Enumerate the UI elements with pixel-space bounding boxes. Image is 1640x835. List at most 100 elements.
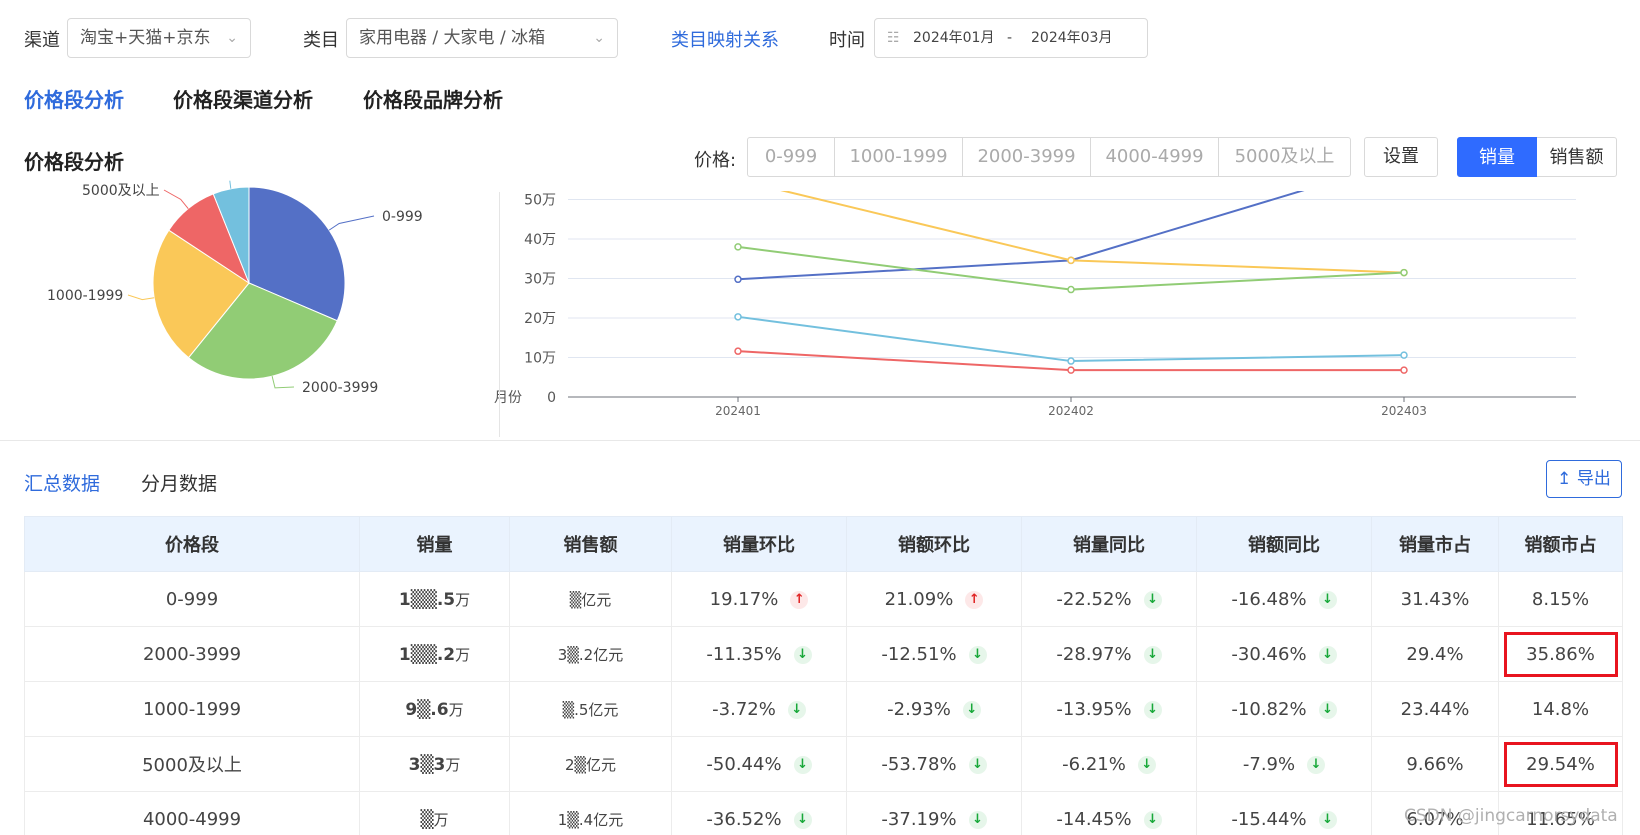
amt-mom-value: -2.93% — [887, 698, 951, 720]
time-label: 时间 — [829, 30, 865, 51]
column-header[interactable]: 销量市占 — [1371, 516, 1499, 572]
column-header[interactable]: 销额市占 — [1498, 516, 1623, 572]
data-point — [734, 275, 742, 284]
arrow-down-icon: ↓ — [1318, 700, 1337, 719]
date-range-picker[interactable]: ☷ 2024年01月 - 2024年03月 — [874, 18, 1148, 58]
amt-mom-value: 21.09% — [884, 588, 954, 610]
qty-yoy-value: -13.95% — [1056, 698, 1132, 720]
category-mapping-link[interactable]: 类目映射关系 — [671, 30, 779, 51]
column-header[interactable]: 销量同比 — [1021, 516, 1197, 572]
table-row: 4000-4999 ▒万 1▒.4亿元 -36.52% ↓ -37.19% ↓ -14.45%… — [24, 791, 1623, 835]
pie-label: 0-999 — [382, 209, 423, 225]
column-header[interactable]: 销量 — [359, 516, 510, 572]
price-segment-5000-plus[interactable]: 5000及以上 — [1234, 146, 1335, 167]
column-header[interactable]: 销额环比 — [846, 516, 1022, 572]
amt-unit: 亿元 — [586, 755, 617, 774]
qty-unit: 万 — [448, 700, 464, 719]
price-segment-0-999[interactable]: 0-999 — [748, 138, 835, 176]
amt-unit: 亿元 — [588, 700, 619, 719]
tab-price-brand-analysis[interactable]: 价格段品牌分析 — [363, 88, 503, 112]
cell-sales-share: 8.15% — [1498, 571, 1623, 627]
cell-sales-mom: 21.09% ↑ — [846, 571, 1022, 627]
filter-bar: 渠道 淘宝+天猫+京东 ⌄ 类目 家用电器 / 大家电 / 冰箱 ⌄ 类目映射关… — [0, 0, 1640, 80]
price-segment-4000-4999[interactable]: 4000-4999 — [1091, 138, 1219, 176]
table-header-row: 价格段 销量 销售额 销量环比 销额环比 销量同比 销额同比 销量市占 销额市占 — [24, 516, 1623, 572]
y-tick-label: 10万 — [524, 351, 556, 367]
cell-segment: 5000及以上 — [24, 736, 360, 792]
qty-share-value: 9.66% — [1406, 753, 1464, 775]
cell-sales-share: 35.86% — [1498, 626, 1623, 682]
series-line — [737, 191, 1305, 281]
arrow-down-icon: ↓ — [1143, 700, 1162, 719]
upload-icon: ↥ — [1557, 469, 1572, 489]
date-separator: - — [1007, 30, 1013, 46]
qty-share-value: 29.4% — [1406, 643, 1464, 665]
arrow-down-icon: ↓ — [793, 755, 812, 774]
qty-yoy-value: -28.97% — [1056, 643, 1132, 665]
category-select[interactable]: 家用电器 / 大家电 / 冰箱 ⌄ — [346, 18, 618, 58]
cell-volume: ▒万 — [359, 791, 510, 835]
arrow-down-icon: ↓ — [968, 810, 987, 829]
export-button-label: 导出 — [1576, 469, 1611, 489]
data-point — [1400, 268, 1408, 277]
cell-volume-share: 29.4% — [1371, 626, 1499, 682]
price-segment-2000-3999[interactable]: 2000-3999 — [963, 138, 1091, 176]
arrow-down-icon: ↓ — [1143, 590, 1162, 609]
segment-text: 5000及以上 — [142, 755, 242, 776]
qty-value: 1▒▒.2 — [398, 644, 456, 665]
amt-value: 3▒.2 — [557, 645, 594, 664]
amt-yoy-value: -10.82% — [1231, 698, 1307, 720]
column-header[interactable]: 销额同比 — [1196, 516, 1372, 572]
charts-canvas: 0-999 2000-3999 1000-1999 5000及以上 0 10万 20万 30… — [47, 180, 1576, 418]
channel-select-value: 淘宝+天猫+京东 — [80, 28, 211, 48]
qty-yoy-value: -22.52% — [1056, 588, 1132, 610]
amt-share-value: 11.65% — [1526, 808, 1595, 830]
tab-price-segment-analysis[interactable]: 价格段分析 — [24, 88, 124, 112]
price-segment-filter: 0-999 1000-1999 2000-3999 4000-4999 5000… — [747, 137, 1351, 177]
column-header[interactable]: 价格段 — [24, 516, 360, 572]
amt-yoy-value: -7.9% — [1242, 753, 1296, 775]
column-header[interactable]: 销售额 — [509, 516, 672, 572]
segment-text: 0-999 — [165, 588, 219, 610]
data-point — [1067, 256, 1075, 265]
cell-segment: 0-999 — [24, 571, 360, 627]
cell-sales: ▒亿元 — [509, 571, 672, 627]
tab-summary-data[interactable]: 汇总数据 — [24, 473, 101, 495]
qty-mom-value: -11.35% — [706, 643, 782, 665]
cell-sales-share: 14.8% — [1498, 681, 1623, 737]
arrow-down-icon: ↓ — [968, 645, 987, 664]
segment-text: 1000-1999 — [142, 698, 242, 720]
qty-unit: 万 — [455, 645, 471, 664]
pie-label: 1000-1999 — [47, 288, 123, 304]
calendar-icon: ☷ — [887, 30, 900, 46]
price-segment-1000-1999[interactable]: 1000-1999 — [835, 138, 963, 176]
arrow-down-icon: ↓ — [1318, 810, 1337, 829]
cell-volume-mom: 19.17% ↑ — [671, 571, 847, 627]
price-filter-label: 价格: — [694, 150, 737, 171]
tab-monthly-data[interactable]: 分月数据 — [141, 473, 218, 495]
cell-volume-share: 6.07% — [1371, 791, 1499, 835]
cell-sales-yoy: -16.48% ↓ — [1196, 571, 1372, 627]
metric-volume-button[interactable]: 销量 — [1457, 137, 1537, 177]
cell-volume: 3▒3万 — [359, 736, 510, 792]
pie-label-line — [163, 189, 189, 209]
y-tick-label: 20万 — [524, 311, 556, 327]
settings-button[interactable]: 设置 — [1364, 137, 1438, 177]
arrow-down-icon: ↓ — [1307, 755, 1326, 774]
cell-volume-yoy: -6.21% ↓ — [1021, 736, 1197, 792]
amt-share-value: 35.86% — [1526, 643, 1595, 665]
y-axis-prefix: 月份 — [494, 390, 522, 406]
arrow-down-icon: ↓ — [962, 700, 981, 719]
cell-volume-share: 23.44% — [1371, 681, 1499, 737]
qty-mom-value: -36.52% — [706, 808, 782, 830]
channel-select[interactable]: 淘宝+天猫+京东 ⌄ — [67, 18, 251, 58]
cell-volume: 1▒▒.5万 — [359, 571, 510, 627]
export-button[interactable]: ↥ 导出 — [1546, 460, 1622, 498]
column-header[interactable]: 销量环比 — [671, 516, 847, 572]
cell-sales: ▒.5亿元 — [509, 681, 672, 737]
qty-unit: 万 — [433, 810, 449, 829]
metric-sales-button[interactable]: 销售额 — [1537, 137, 1617, 177]
chevron-down-icon: ⌄ — [226, 30, 238, 46]
tab-price-channel-analysis[interactable]: 价格段渠道分析 — [173, 88, 313, 112]
